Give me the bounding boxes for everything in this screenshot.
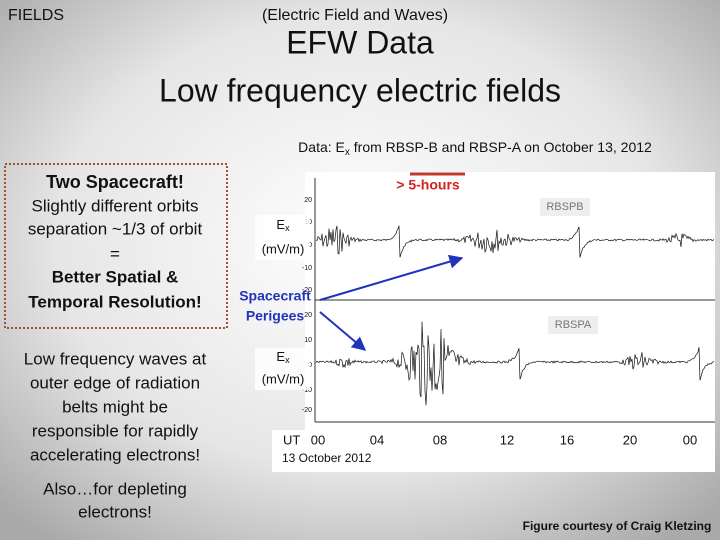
heading: Two Spacecraft! xyxy=(46,172,184,192)
x-prefix: UT xyxy=(283,432,300,447)
body-line: = xyxy=(110,244,120,263)
body-line: Slightly different orbits xyxy=(32,196,199,215)
annotation: Spacecraft xyxy=(239,288,311,304)
y-tick-label: 0 xyxy=(308,362,312,369)
credit: Figure courtesy of Craig Kletzing xyxy=(523,519,712,533)
y-label-sub: x xyxy=(285,355,290,365)
y-tick-label: 10 xyxy=(304,337,312,344)
panel-name: RBSPB xyxy=(546,201,583,213)
y-label-part: E xyxy=(276,349,285,364)
box xyxy=(4,163,228,329)
y-tick-label: 20 xyxy=(304,197,312,204)
body-line: Low frequency waves at xyxy=(24,349,207,368)
y-tick-label: -10 xyxy=(302,387,312,394)
body-line: responsible for rapidly xyxy=(32,421,199,440)
x-tick-label: 04 xyxy=(370,432,384,447)
y-label: Ex xyxy=(276,349,290,365)
body-line: Temporal Resolution! xyxy=(28,292,201,311)
body-line: separation ~1/3 of orbit xyxy=(28,219,203,238)
arrow xyxy=(319,254,464,301)
body-line: electrons! xyxy=(78,502,152,521)
body-line: belts might be xyxy=(62,397,168,416)
caption-sub: x xyxy=(345,147,350,158)
caption-part: from RBSP-B and RBSP-A on October 13, 20… xyxy=(350,139,652,155)
x-tick-label: 12 xyxy=(500,432,514,447)
y-label-part: E xyxy=(276,217,285,232)
title: Low frequency electric fields xyxy=(159,72,561,108)
body-line: Better Spatial & xyxy=(52,267,179,286)
x-tick-label: 00 xyxy=(683,432,697,447)
y-label: (mV/m) xyxy=(262,241,305,256)
body-line: outer edge of radiation xyxy=(30,373,200,392)
panel-tag xyxy=(548,316,598,334)
y-label: (mV/m) xyxy=(262,371,305,386)
waveform xyxy=(315,225,715,258)
x-tick-label: 00 xyxy=(311,432,325,447)
x-tick-label: 20 xyxy=(623,432,637,447)
span-label: > 5-hours xyxy=(396,177,460,193)
y-label-sub: x xyxy=(285,223,290,233)
label-bg xyxy=(255,215,310,260)
panel-tag xyxy=(540,198,590,216)
body-line: accelerating electrons! xyxy=(30,445,200,464)
body-line: Also…for depleting xyxy=(43,479,187,498)
x-axis-bg xyxy=(272,430,715,472)
waveform xyxy=(315,321,715,406)
x-tick-label: 16 xyxy=(560,432,574,447)
annotation: Perigees xyxy=(246,308,305,324)
y-tick-label: -20 xyxy=(302,287,312,294)
y-tick-label: 20 xyxy=(304,312,312,319)
title: EFW Data xyxy=(286,24,434,60)
label: FIELDS xyxy=(8,7,64,24)
subtitle: (Electric Field and Waves) xyxy=(262,7,448,24)
y-tick-label: -10 xyxy=(302,265,312,272)
label-bg xyxy=(255,348,310,390)
arrow xyxy=(319,311,367,351)
caption-part: Data: E xyxy=(298,139,345,155)
x-tick-label: 08 xyxy=(433,432,447,447)
y-tick-label: 0 xyxy=(308,242,312,249)
panel-name: RBSPA xyxy=(555,319,592,331)
caption: Data: Ex from RBSP-B and RBSP-A on Octob… xyxy=(298,139,652,158)
plot-image xyxy=(305,172,715,430)
date: 13 October 2012 xyxy=(282,451,372,465)
y-tick-label: -20 xyxy=(302,407,312,414)
y-label: Ex xyxy=(276,217,290,233)
